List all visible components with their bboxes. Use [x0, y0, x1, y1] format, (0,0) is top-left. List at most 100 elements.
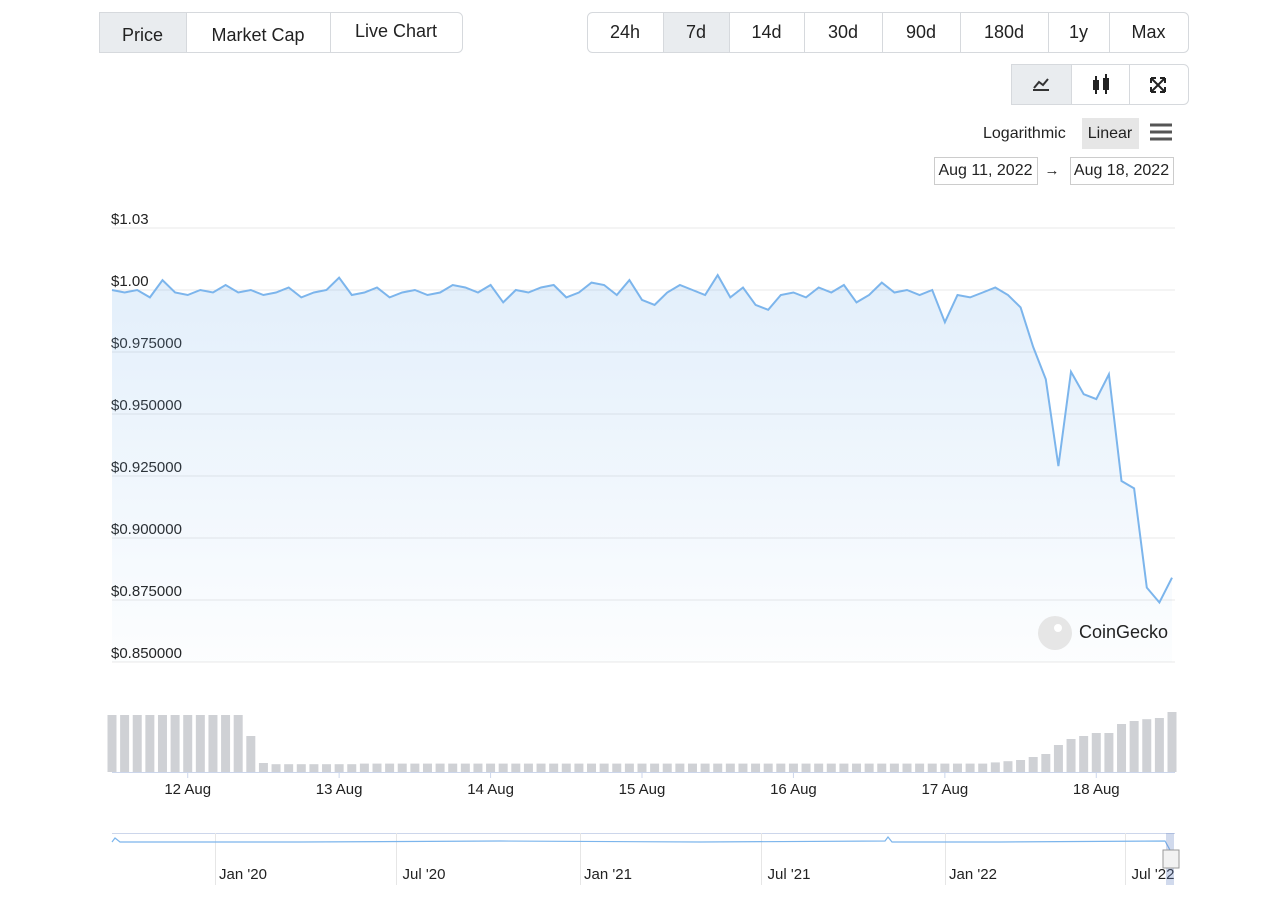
volume-bar [738, 763, 748, 772]
volume-bar [296, 764, 306, 772]
x-tick-label: 18 Aug [1073, 781, 1120, 798]
tab-label: Price [122, 25, 163, 45]
navigator-line [111, 836, 1171, 851]
candle-btn[interactable] [1093, 74, 1109, 94]
navigator-handle[interactable] [1162, 849, 1180, 869]
date-value: Aug 18, 2022 [1074, 162, 1169, 179]
volume-bar [1041, 754, 1051, 772]
volume-bar [839, 763, 849, 772]
volume-bar [915, 763, 925, 772]
range-label: Max [1131, 22, 1165, 42]
volume-bar [359, 763, 369, 772]
volume-bar [1091, 733, 1101, 772]
volume-bar [120, 715, 130, 772]
scale-active-bg [1082, 118, 1139, 149]
volume-bar [460, 763, 470, 772]
volume-bar [221, 715, 231, 772]
watermark-logo [1038, 616, 1072, 650]
range-button[interactable]: 14d [729, 12, 782, 52]
volume-bar [132, 715, 142, 772]
volume-bar [549, 763, 559, 772]
date-input[interactable] [1070, 157, 1174, 185]
x-tick-label: 13 Aug [316, 781, 363, 798]
x-tick-label: 14 Aug [467, 781, 514, 798]
tab[interactable]: Market Cap [186, 12, 305, 52]
volume-bar [1066, 739, 1076, 772]
volume-bar [725, 763, 735, 772]
volume-bar [662, 763, 672, 772]
area-fill [112, 275, 1172, 662]
volume-bar [700, 763, 710, 772]
navigator-label: Jan '22 [949, 866, 997, 883]
range-label: 24h [610, 22, 640, 42]
price-line [111, 273, 1173, 605]
x-tick-label: 12 Aug [164, 781, 211, 798]
volume-bar [852, 763, 862, 772]
volume-bar [448, 763, 458, 772]
menu-icon[interactable] [1150, 123, 1172, 141]
x-tick-label: 15 Aug [619, 781, 666, 798]
range-button[interactable]: 180d [960, 12, 1025, 52]
navigator-label: Jul '22 [1132, 866, 1175, 883]
volume-bar [195, 715, 205, 772]
volume-bar [788, 763, 798, 772]
volume-bar [435, 763, 445, 772]
volume-bar [940, 763, 950, 772]
candle-body [1093, 80, 1099, 90]
volume-bar [385, 763, 395, 772]
range-label: 1y [1069, 22, 1088, 42]
volume-bar [157, 715, 167, 772]
scale-option[interactable]: Linear [1088, 125, 1133, 142]
range-button[interactable]: 7d [663, 12, 730, 53]
range-button[interactable]: 24h [610, 22, 640, 42]
volume-bar [322, 764, 332, 772]
volume-bar [612, 763, 622, 772]
volume-bar [309, 764, 319, 772]
volume-bar [801, 763, 811, 772]
volume-bar [145, 715, 155, 772]
volume-bar [751, 763, 761, 772]
range-button[interactable]: Max [1109, 12, 1166, 52]
watermark: CoinGecko [1079, 622, 1168, 642]
volume-bar [1142, 719, 1152, 772]
line-icon [1033, 78, 1049, 91]
volume-bar [952, 763, 962, 772]
volume-bar [511, 763, 521, 772]
volume-bar [410, 763, 420, 772]
volume-bar [713, 763, 723, 772]
tab-label: Market Cap [211, 25, 304, 45]
range-button[interactable]: 90d [882, 12, 937, 52]
tab[interactable]: Price [99, 12, 187, 53]
volume-bar [889, 763, 899, 772]
y-tick-label: $1.03 [111, 211, 149, 228]
range-label: 180d [984, 22, 1024, 42]
date-value: Aug 11, 2022 [938, 162, 1032, 179]
volume-bar [486, 763, 496, 772]
tab[interactable]: Live Chart [330, 12, 438, 52]
volume-bar [599, 763, 609, 772]
volume-bar [397, 763, 407, 772]
scale-option[interactable]: Logarithmic [983, 125, 1066, 142]
volume-bar [1053, 745, 1063, 772]
volume-bar [650, 763, 660, 772]
volume-bar [763, 763, 773, 772]
volume-bar [864, 763, 874, 772]
range-button[interactable]: 30d [804, 12, 859, 52]
range-button[interactable]: 1y [1048, 12, 1089, 52]
navigator-label: Jul '20 [403, 866, 446, 883]
volume-bar [1154, 718, 1164, 772]
volume-bar [536, 763, 546, 772]
range-label: 30d [828, 22, 858, 42]
range-label: 14d [751, 22, 781, 42]
navigator-label: Jul '21 [768, 866, 811, 883]
expand-icon[interactable] [1150, 77, 1166, 93]
tab-label: Live Chart [355, 21, 437, 41]
range-bg [663, 12, 730, 53]
date-input[interactable] [934, 157, 1038, 185]
volume-bar [776, 763, 786, 772]
range-label: 90d [906, 22, 936, 42]
watermark-eye [1054, 624, 1062, 632]
volume-bar [271, 764, 281, 772]
volume-bar [927, 763, 937, 772]
y-tick-label: $1.00 [111, 273, 149, 290]
